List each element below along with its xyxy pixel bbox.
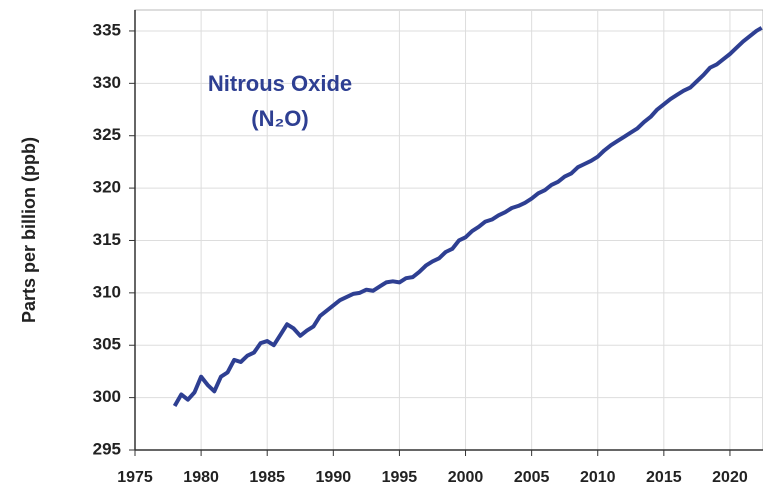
chart-subtitle: (N₂O) [251, 106, 308, 131]
x-tick-label: 1975 [117, 469, 153, 486]
x-tick-label: 1990 [316, 469, 352, 486]
y-tick-label: 320 [93, 178, 121, 197]
y-tick-label: 325 [93, 125, 121, 144]
x-tick-label: 1985 [249, 469, 285, 486]
y-tick-label: 315 [93, 230, 121, 249]
y-tick-label: 305 [93, 335, 121, 354]
x-tick-label: 2015 [646, 469, 682, 486]
data-line [172, 26, 763, 407]
x-tick-label: 2020 [712, 469, 748, 486]
x-tick-label: 2000 [448, 469, 484, 486]
y-axis-label: Parts per billion (ppb) [19, 137, 39, 323]
y-tick-label: 295 [93, 439, 121, 458]
x-tick-label: 1995 [382, 469, 418, 486]
y-tick-label: 330 [93, 73, 121, 92]
x-tick-label: 2005 [514, 469, 550, 486]
x-tick-label: 1980 [183, 469, 219, 486]
chart-title: Nitrous Oxide [208, 71, 352, 96]
y-tick-label: 310 [93, 282, 121, 301]
y-tick-label: 335 [93, 20, 121, 39]
x-tick-label: 2010 [580, 469, 616, 486]
y-tick-label: 300 [93, 387, 121, 406]
